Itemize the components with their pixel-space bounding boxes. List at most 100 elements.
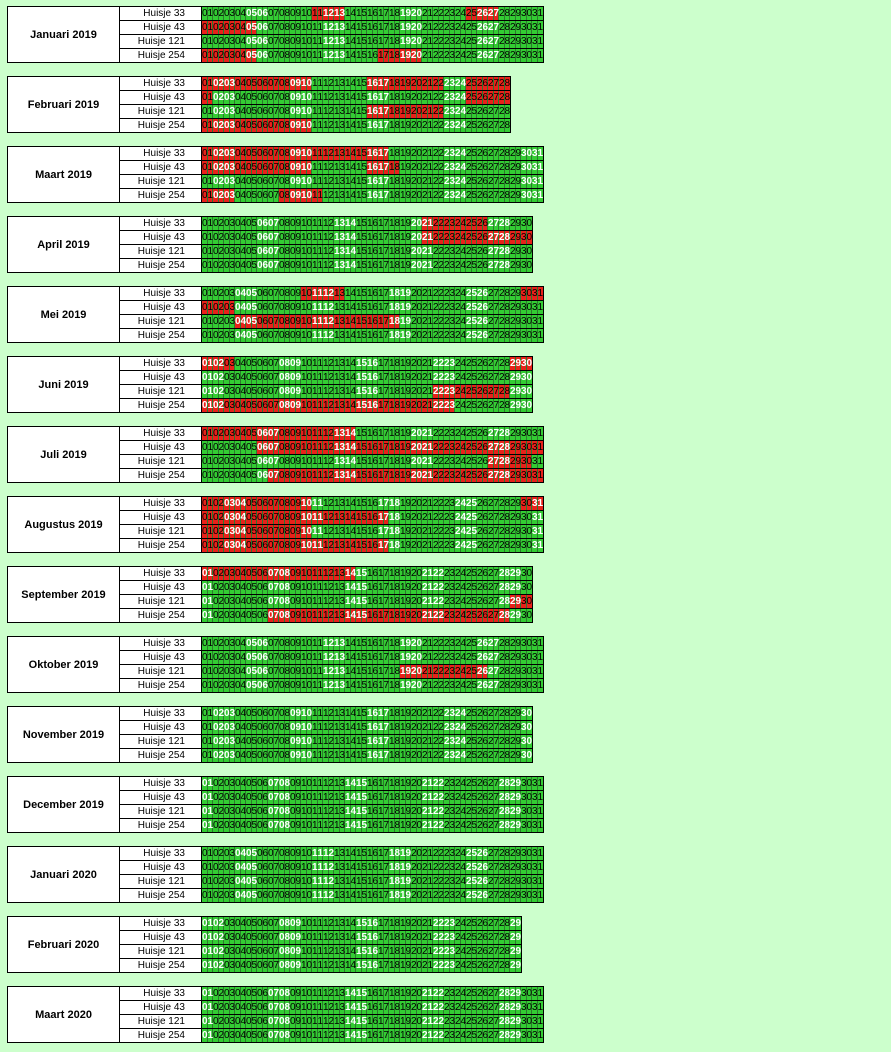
day-cell[interactable]: 1 bbox=[317, 875, 324, 888]
day-cell[interactable]: 5 bbox=[361, 889, 368, 902]
day-cell[interactable]: 1 bbox=[367, 539, 373, 552]
day-cell[interactable]: 1 bbox=[389, 231, 395, 244]
day-cell[interactable]: 1 bbox=[323, 1001, 329, 1014]
day-cell[interactable]: 7 bbox=[273, 651, 280, 664]
day-cell[interactable]: 1 bbox=[389, 875, 395, 888]
day-cell[interactable]: 3 bbox=[521, 665, 527, 678]
day-cell[interactable]: 0 bbox=[290, 609, 296, 622]
day-cell[interactable]: 5 bbox=[471, 931, 478, 944]
day-cell[interactable]: 2 bbox=[444, 539, 450, 552]
day-cell[interactable]: 0 bbox=[224, 161, 230, 174]
day-cell[interactable]: 1 bbox=[301, 651, 307, 664]
day-cell[interactable]: 0 bbox=[268, 49, 274, 62]
day-cell[interactable]: 1 bbox=[323, 175, 329, 188]
day-cell[interactable]: 2 bbox=[477, 245, 483, 258]
day-cell[interactable]: 2 bbox=[411, 49, 417, 62]
day-cell[interactable]: 2 bbox=[477, 217, 483, 230]
day-cell[interactable]: 0 bbox=[246, 427, 252, 440]
day-cell[interactable]: 0 bbox=[279, 875, 285, 888]
day-cell[interactable]: 3 bbox=[339, 1029, 346, 1042]
day-cell[interactable]: 4 bbox=[460, 315, 467, 328]
day-cell[interactable]: 9 bbox=[515, 637, 522, 650]
day-cell[interactable]: 2 bbox=[499, 245, 505, 258]
day-cell[interactable]: 4 bbox=[460, 497, 467, 510]
day-cell[interactable]: 0 bbox=[290, 147, 296, 160]
day-cell[interactable]: 7 bbox=[383, 847, 390, 860]
day-cell[interactable]: 1 bbox=[378, 301, 384, 314]
day-cell[interactable]: 5 bbox=[361, 931, 368, 944]
day-cell[interactable]: 5 bbox=[361, 399, 368, 412]
day-cell[interactable]: 0 bbox=[213, 777, 219, 790]
day-cell[interactable]: 2 bbox=[499, 651, 505, 664]
day-cell[interactable]: 0 bbox=[224, 217, 230, 230]
day-cell[interactable]: 2 bbox=[438, 791, 445, 804]
day-cell[interactable]: 2 bbox=[422, 581, 428, 594]
day-cell[interactable]: 2 bbox=[455, 119, 461, 132]
day-cell[interactable]: 2 bbox=[510, 315, 516, 328]
day-cell[interactable]: 1 bbox=[345, 721, 351, 734]
day-cell[interactable]: 0 bbox=[416, 539, 423, 552]
day-cell[interactable]: 1 bbox=[323, 637, 329, 650]
day-cell[interactable]: 1 bbox=[400, 791, 406, 804]
day-cell[interactable]: 0 bbox=[268, 469, 274, 482]
day-cell[interactable]: 8 bbox=[504, 371, 511, 384]
day-cell[interactable]: 2 bbox=[218, 245, 225, 258]
day-cell[interactable]: 2 bbox=[422, 91, 428, 104]
day-cell[interactable]: 0 bbox=[416, 861, 423, 874]
day-cell[interactable]: 2 bbox=[444, 329, 450, 342]
day-cell[interactable]: 7 bbox=[493, 91, 500, 104]
day-cell[interactable]: 1 bbox=[207, 329, 214, 342]
day-cell[interactable]: 2 bbox=[477, 721, 483, 734]
day-cell[interactable]: 0 bbox=[526, 497, 533, 510]
day-cell[interactable]: 2 bbox=[444, 147, 450, 160]
day-cell[interactable]: 0 bbox=[257, 707, 263, 720]
day-cell[interactable]: 2 bbox=[466, 35, 472, 48]
day-cell[interactable]: 1 bbox=[537, 315, 544, 328]
day-cell[interactable]: 2 bbox=[438, 525, 445, 538]
day-cell[interactable]: 0 bbox=[526, 21, 533, 34]
day-cell[interactable]: 3 bbox=[339, 469, 346, 482]
day-cell[interactable]: 9 bbox=[295, 539, 302, 552]
day-cell[interactable]: 4 bbox=[460, 147, 467, 160]
day-cell[interactable]: 6 bbox=[482, 917, 489, 930]
day-cell[interactable]: 2 bbox=[218, 371, 225, 384]
day-cell[interactable]: 1 bbox=[334, 707, 340, 720]
day-cell[interactable]: 1 bbox=[207, 231, 214, 244]
day-cell[interactable]: 5 bbox=[251, 175, 258, 188]
day-cell[interactable]: 3 bbox=[339, 427, 346, 440]
day-cell[interactable]: 2 bbox=[433, 791, 439, 804]
day-cell[interactable]: 1 bbox=[356, 945, 362, 958]
day-cell[interactable]: 2 bbox=[455, 861, 461, 874]
day-cell[interactable]: 0 bbox=[224, 875, 230, 888]
day-cell[interactable]: 8 bbox=[284, 875, 291, 888]
day-cell[interactable]: 0 bbox=[268, 707, 274, 720]
day-cell[interactable]: 2 bbox=[422, 805, 428, 818]
day-cell[interactable]: 7 bbox=[493, 651, 500, 664]
day-cell[interactable]: 8 bbox=[504, 875, 511, 888]
day-cell[interactable]: 0 bbox=[224, 371, 230, 384]
day-cell[interactable]: 4 bbox=[240, 371, 247, 384]
day-cell[interactable]: 5 bbox=[251, 287, 258, 300]
day-cell[interactable]: 2 bbox=[444, 49, 450, 62]
day-cell[interactable]: 2 bbox=[444, 679, 450, 692]
day-cell[interactable]: 4 bbox=[460, 917, 467, 930]
day-cell[interactable]: 1 bbox=[427, 49, 434, 62]
day-cell[interactable]: 1 bbox=[356, 21, 362, 34]
day-cell[interactable]: 0 bbox=[257, 175, 263, 188]
day-cell[interactable]: 7 bbox=[383, 945, 390, 958]
day-cell[interactable]: 3 bbox=[229, 651, 236, 664]
day-cell[interactable]: 6 bbox=[482, 805, 489, 818]
day-cell[interactable]: 2 bbox=[455, 315, 461, 328]
day-cell[interactable]: 1 bbox=[427, 959, 434, 972]
day-cell[interactable]: 4 bbox=[460, 721, 467, 734]
day-cell[interactable]: 8 bbox=[284, 777, 291, 790]
day-cell[interactable]: 2 bbox=[444, 581, 450, 594]
day-cell[interactable]: 9 bbox=[515, 847, 522, 860]
day-cell[interactable]: 4 bbox=[350, 609, 357, 622]
day-cell[interactable]: 1 bbox=[312, 301, 318, 314]
day-cell[interactable]: 5 bbox=[251, 1015, 258, 1028]
day-cell[interactable]: 2 bbox=[218, 91, 225, 104]
day-cell[interactable]: 7 bbox=[383, 679, 390, 692]
day-cell[interactable]: 3 bbox=[339, 189, 346, 202]
day-cell[interactable]: 2 bbox=[422, 735, 428, 748]
